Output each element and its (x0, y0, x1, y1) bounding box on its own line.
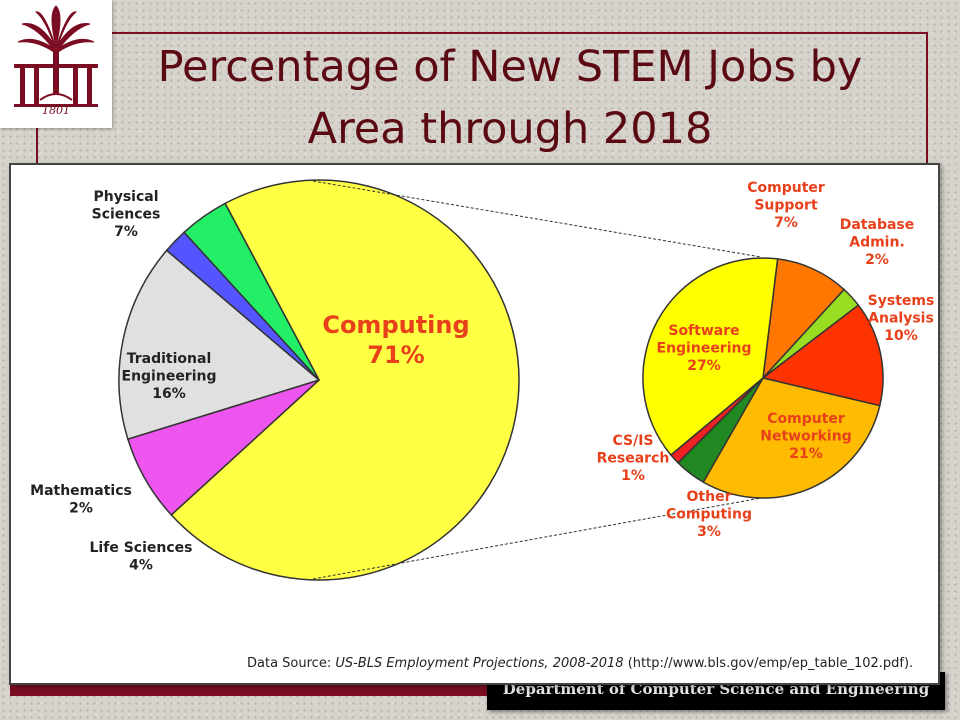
label-line: 16% (152, 386, 186, 402)
label-line: 4% (129, 558, 153, 574)
palmetto-logo-icon: 1801 (14, 5, 98, 117)
sub-slice-computer-support (761, 258, 846, 381)
main-label-traditional-engineering: Traditional Engineering 16% (122, 351, 217, 402)
sub-slice-computer-networking (702, 377, 881, 499)
label-line: 1% (621, 468, 645, 484)
pie-connectors (312, 180, 762, 580)
label-line: Computer (747, 180, 825, 196)
label-line: Engineering (657, 341, 752, 357)
pie-of-pie-chart: Computing 71%Physical Sciences 7%Traditiona… (30, 179, 934, 581)
title-line-1: Percentage of New STEM Jobs by (157, 42, 863, 92)
label-line: Physical (93, 189, 158, 205)
label-line: 3% (697, 524, 721, 540)
source-url: (http://www.bls.gov/emp/ep_table_102.pdf… (623, 656, 914, 671)
logo-year: 1801 (42, 104, 70, 117)
label-line: CS/IS (612, 433, 653, 449)
main-label-computing: Computing 71% (322, 311, 469, 369)
sub-label-database-admin: Database Admin. 2% (840, 217, 915, 268)
page-title: Percentage of New STEM Jobs by Area thro… (110, 36, 910, 160)
label-line: Engineering (122, 369, 217, 385)
computing-breakdown-pie (642, 257, 884, 499)
label-line: Traditional (127, 351, 212, 367)
sub-slice-systems-analysis (761, 304, 884, 407)
label-line: Mathematics (30, 483, 132, 499)
sub-label-software-engineering: Software Engineering 27% (657, 323, 752, 374)
label-line: 2% (865, 252, 889, 268)
main-slice-traditional-engineering (118, 249, 321, 441)
label-line: 7% (114, 224, 138, 240)
label-line: Software (668, 323, 739, 339)
label-line: Other (687, 489, 732, 505)
label-line: Computer (767, 411, 845, 427)
sub-label-computer-networking: Computer Networking 21% (760, 411, 851, 462)
label-line: Computing (666, 507, 752, 523)
label-line: 71% (367, 341, 424, 369)
label-line: Systems (868, 293, 935, 309)
connector-top (312, 180, 762, 258)
label-line: 2% (69, 501, 93, 517)
main-label-mathematics: Mathematics 2% (30, 483, 132, 517)
pie-labels: Computing 71%Physical Sciences 7%Traditiona… (30, 180, 934, 574)
main-label-physical-sciences: Physical Sciences 7% (92, 189, 161, 240)
sub-label-cs-is-research: CS/IS Research 1% (597, 433, 670, 484)
sub-label-other-computing: Other Computing 3% (666, 489, 752, 540)
label-line: Research (597, 451, 670, 467)
label-line: 21% (789, 446, 823, 462)
sub-slice-software-engineering (642, 257, 779, 457)
label-line: Life Sciences (90, 540, 193, 556)
label-line: 7% (774, 215, 798, 231)
label-line: 27% (687, 358, 721, 374)
sub-label-computer-support: Computer Support 7% (747, 180, 825, 231)
main-pie (118, 179, 520, 581)
main-slice-life-sciences (183, 202, 320, 381)
source-prefix: Data Source: (247, 656, 336, 671)
sub-label-systems-analysis: Systems Analysis 10% (868, 293, 935, 344)
data-source-note: Data Source: US-BLS Employment Projectio… (247, 656, 913, 671)
label-line: Admin. (849, 235, 905, 251)
university-logo: 1801 (0, 0, 112, 128)
label-line: Analysis (868, 311, 934, 327)
connector-bottom (312, 497, 762, 580)
label-line: Networking (760, 429, 851, 445)
title-line-2: Area through 2018 (307, 104, 713, 154)
chart-panel: Computing 71% Physical Sciences 7% Traditiona… (9, 163, 940, 685)
main-slice-computing (170, 179, 520, 581)
label-line: Computing (322, 311, 469, 339)
label-line: Support (754, 198, 818, 214)
label-line: Sciences (92, 207, 161, 223)
source-name: US-BLS Employment Projections, 2008-2018 (335, 656, 624, 671)
label-line: Database (840, 217, 915, 233)
label-line: 10% (884, 328, 918, 344)
main-label-life-sciences: Life Sciences 4% (90, 540, 193, 574)
